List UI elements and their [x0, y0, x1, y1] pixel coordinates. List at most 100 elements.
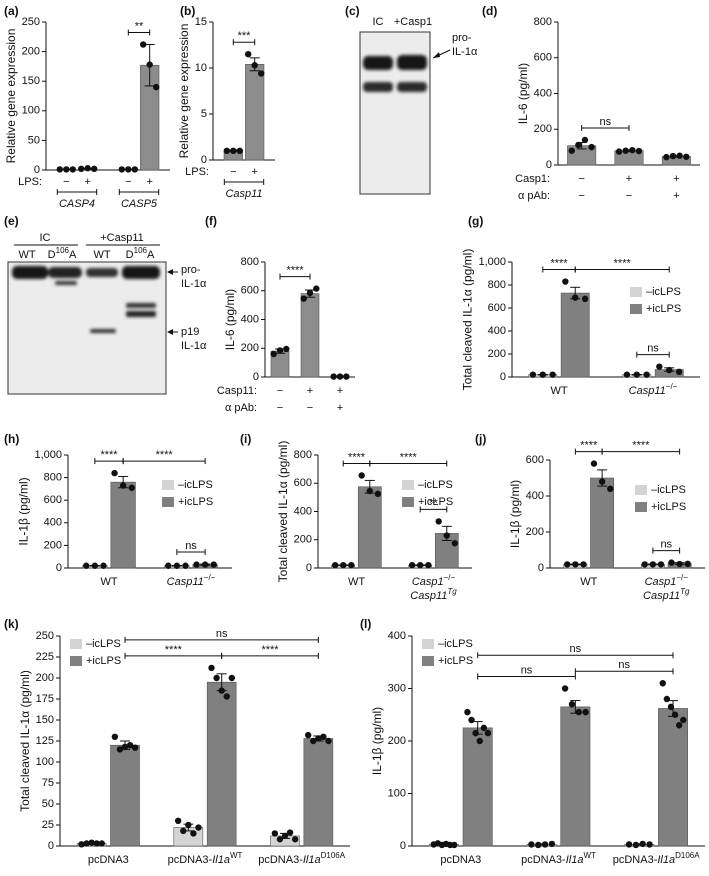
label-run: Tg — [447, 587, 457, 596]
data-point — [663, 695, 671, 703]
condition-sign: − — [578, 173, 584, 185]
category-label: Casp11−/− — [167, 573, 216, 588]
label-run: D — [126, 249, 134, 261]
y-tick-label: 600 — [294, 477, 312, 489]
y-tick-label: 800 — [534, 16, 552, 28]
data-point — [575, 708, 582, 716]
data-point — [476, 737, 483, 745]
data-point — [598, 478, 606, 485]
y-tick-label: 400 — [388, 630, 406, 642]
data-point — [330, 373, 337, 380]
data-point — [684, 560, 691, 568]
legend-swatch — [635, 485, 647, 495]
y-tick-label: 10 — [195, 62, 207, 74]
legend-label: +icLPS — [178, 496, 213, 508]
data-point — [228, 674, 236, 682]
legend-label: –icLPS — [646, 286, 681, 298]
data-point — [374, 490, 382, 498]
band-label: pro- — [452, 32, 472, 44]
condition-sign: + — [337, 402, 343, 414]
category-label: Casp1−/− — [645, 573, 689, 588]
data-point — [128, 484, 135, 491]
data-point — [675, 368, 683, 376]
y-tick-label: 0 — [56, 562, 62, 574]
label-run: −/− — [676, 573, 688, 582]
data-point — [683, 153, 690, 160]
data-point — [568, 147, 575, 154]
y-tick-label: 225 — [36, 651, 54, 663]
data-point — [111, 469, 118, 477]
label-run: −/− — [444, 573, 456, 582]
data-point — [480, 724, 488, 732]
bar — [658, 708, 688, 847]
condition-sign: − — [230, 166, 236, 178]
data-point — [218, 687, 225, 694]
y-axis-label: IL-1β (pg/ml) — [370, 707, 384, 775]
panel-label: (l) — [360, 617, 371, 631]
label-run: 106 — [56, 246, 70, 255]
data-point — [111, 733, 119, 740]
data-point — [528, 841, 535, 848]
significance-label: ns — [660, 539, 672, 551]
legend-label: +icLPS — [418, 496, 453, 508]
condition-sign: − — [277, 385, 283, 397]
data-point — [575, 141, 582, 149]
y-axis-label: IL-6 (pg/ml) — [516, 63, 530, 124]
panel-label: (d) — [482, 4, 497, 18]
data-point — [244, 51, 252, 58]
data-point — [649, 561, 657, 568]
y-tick-label: 0 — [253, 371, 259, 383]
label-run: Casp11 — [410, 590, 447, 602]
significance-label: ns — [570, 643, 582, 655]
significance-label: **** — [100, 449, 118, 461]
category-label: pcDNA3-Il1aWT — [521, 851, 596, 866]
data-point — [258, 70, 265, 77]
y-tick-label: 175 — [36, 693, 54, 705]
y-tick-label: 0 — [546, 159, 552, 171]
y-tick-label: 0 — [500, 371, 506, 383]
significance-label: **** — [580, 440, 598, 452]
data-point — [676, 152, 683, 159]
data-point — [320, 733, 327, 740]
category-label: Casp11Tg — [643, 587, 690, 602]
label-run: WT — [93, 249, 110, 261]
data-point — [83, 562, 90, 569]
bar — [357, 486, 382, 569]
category-label: WT — [580, 576, 597, 588]
label-run: CASP4 — [59, 198, 95, 210]
data-point — [581, 136, 589, 144]
label-run: Casp11 — [167, 576, 204, 588]
significance-label: ns — [216, 628, 228, 640]
category-label: pcDNA3 — [440, 854, 481, 866]
category-label: Casp11Tg — [410, 587, 457, 602]
data-point — [213, 674, 220, 682]
y-axis-label: IL-1β (pg/ml) — [508, 480, 522, 548]
data-point — [408, 561, 416, 569]
y-tick-label: 0 — [306, 562, 312, 574]
data-point — [623, 371, 631, 378]
condition-sign: + — [307, 385, 313, 397]
condition-sign: + — [673, 173, 679, 185]
legend-label: +icLPS — [651, 501, 686, 513]
legend-label: –icLPS — [86, 638, 121, 650]
data-point — [468, 716, 475, 724]
significance-label: **** — [632, 440, 650, 452]
data-point — [223, 147, 230, 154]
data-point — [223, 693, 230, 700]
data-point — [607, 485, 614, 492]
data-point — [131, 166, 139, 173]
significance-label: **** — [165, 644, 183, 656]
data-point — [88, 839, 95, 846]
condition-sign: + — [146, 176, 152, 188]
condition-sign: − — [307, 402, 313, 414]
y-axis-label: Total cleaved IL-1α (pg/ml) — [461, 249, 475, 391]
y-tick-label: 400 — [294, 505, 312, 517]
condition-sign: + — [673, 190, 679, 202]
y-axis-label: Total cleaved IL-1α (pg/ml) — [18, 670, 32, 812]
significance-label: ns — [618, 659, 630, 671]
data-point — [635, 147, 643, 155]
data-point — [425, 561, 432, 569]
data-point — [343, 373, 350, 380]
significance-label: ns — [185, 540, 197, 552]
data-point — [195, 824, 202, 831]
